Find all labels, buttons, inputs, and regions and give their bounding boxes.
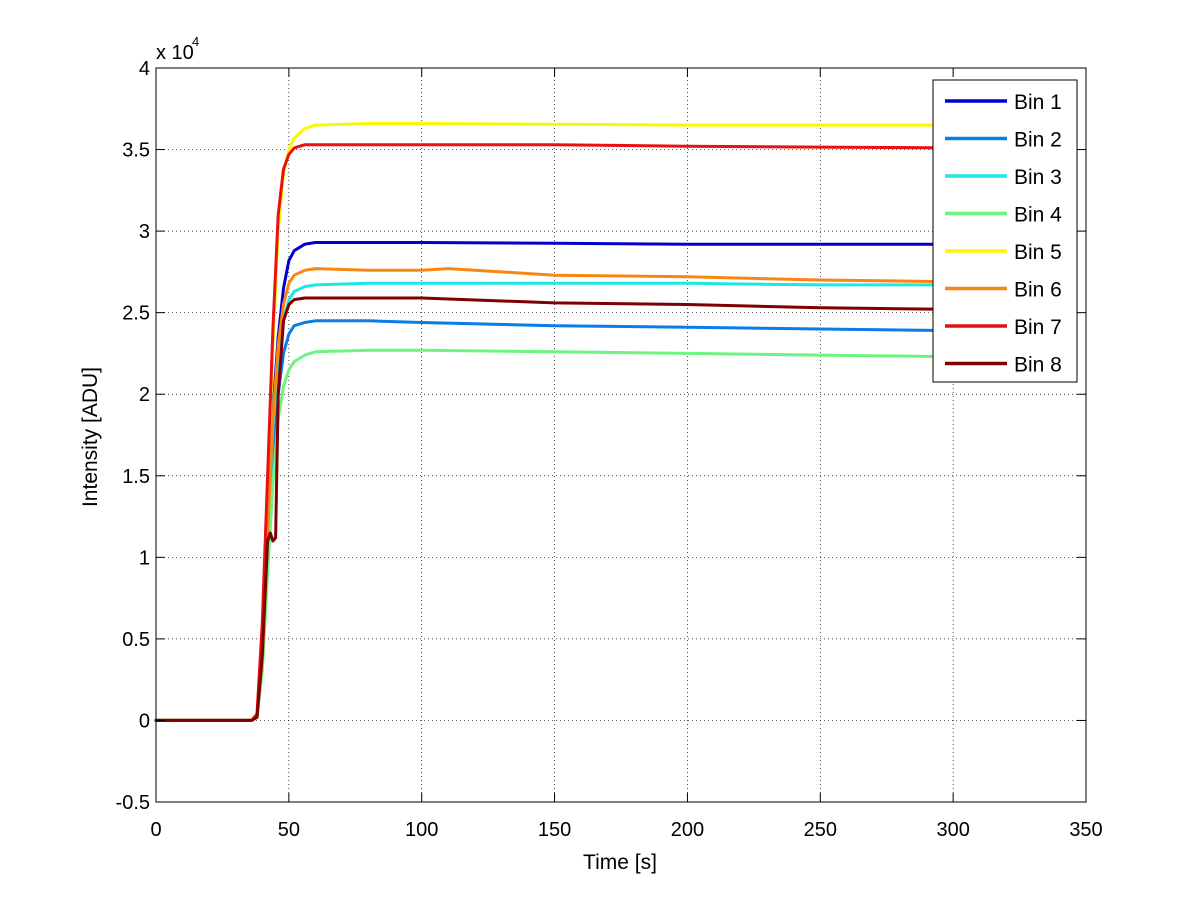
series-group — [154, 122, 955, 722]
y-tick-label: 3 — [139, 221, 150, 243]
x-tick-label: 150 — [538, 819, 571, 841]
legend-label-bin-7: Bin 7 — [1014, 316, 1062, 339]
x-tick-label: 0 — [150, 819, 161, 841]
y-tick-label: 2 — [139, 384, 150, 406]
y-tick-label: 4 — [139, 58, 150, 80]
y-tick-label: 0 — [139, 710, 150, 732]
y-tick-label: 1.5 — [122, 466, 150, 488]
legend-label-bin-4: Bin 4 — [1014, 204, 1062, 227]
ticks — [155, 67, 1087, 803]
y-multiplier-label: x 10 — [156, 42, 194, 64]
legend-label-bin-2: Bin 2 — [1014, 129, 1062, 152]
legend-box — [932, 79, 1078, 383]
y-multiplier-exponent: 4 — [192, 34, 199, 49]
legend-label-bin-8: Bin 8 — [1014, 354, 1062, 377]
tick-labels: 0 50 100 150 200 250 300 350-0.500.511.522.533.… — [116, 58, 1103, 841]
legend-label-bin-6: Bin 6 — [1014, 279, 1062, 302]
grid — [156, 68, 1086, 802]
legend: Bin 1 Bin 2 Bin 3 Bin 4 Bin 5 Bin 6 Bin 7 Bin 8 — [932, 79, 1078, 383]
x-tick-label: 300 — [936, 819, 969, 841]
y-tick-label: 0.5 — [122, 629, 150, 651]
plot-area — [156, 68, 1086, 802]
y-tick-label: 3.5 — [122, 140, 150, 162]
x-tick-label: 100 — [405, 819, 438, 841]
legend-label-bin-1: Bin 1 — [1014, 91, 1062, 114]
x-tick-label: 200 — [671, 819, 704, 841]
y-tick-label: -0.5 — [116, 792, 150, 814]
legend-label-bin-3: Bin 3 — [1014, 166, 1062, 189]
x-tick-label: 250 — [804, 819, 837, 841]
x-axis-title: Time [s] — [583, 851, 657, 874]
series-line-bin-7 — [154, 143, 955, 722]
y-tick-label: 1 — [139, 547, 150, 569]
series-line-bin-8 — [154, 296, 955, 722]
y-tick-label: 2.5 — [122, 303, 150, 325]
legend-label-bin-5: Bin 5 — [1014, 241, 1062, 264]
x-tick-label: 350 — [1069, 819, 1102, 841]
y-axis-title: Intensity [ADU] — [79, 367, 102, 507]
x-tick-label: 50 — [278, 819, 300, 841]
plot-frame — [155, 67, 1087, 803]
